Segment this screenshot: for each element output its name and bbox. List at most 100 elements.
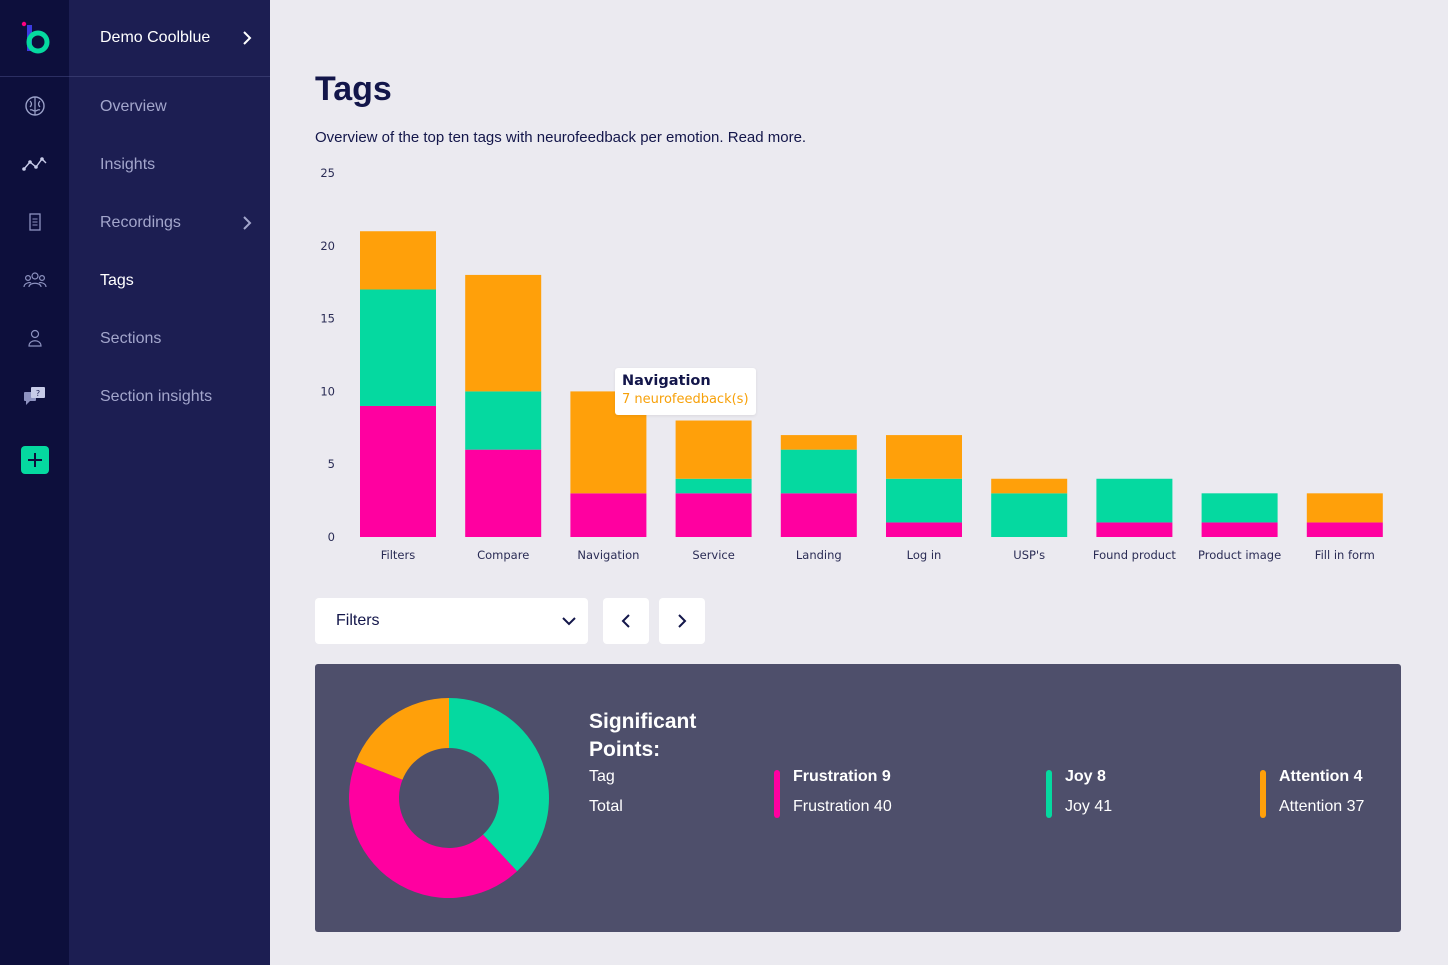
y-tick-label: 10 bbox=[320, 384, 335, 398]
user-icon bbox=[27, 329, 42, 347]
icon-rail: ? bbox=[0, 0, 69, 965]
frustration-tag-value: Frustration 9 bbox=[793, 768, 891, 785]
bar-segment[interactable] bbox=[465, 274, 542, 392]
bar-segment[interactable] bbox=[1201, 493, 1278, 523]
sidebar-item-label: Insights bbox=[100, 156, 156, 173]
sidebar-item-overview[interactable]: Overview bbox=[69, 78, 270, 136]
tooltip-title: Navigation bbox=[622, 373, 711, 389]
trend-line-icon bbox=[21, 157, 46, 171]
sidebar-item-insights[interactable]: Insights bbox=[69, 136, 270, 194]
page-subtitle[interactable]: Overview of the top ten tags with neurof… bbox=[315, 129, 807, 146]
bar-segment[interactable] bbox=[1306, 522, 1383, 537]
bar-segment[interactable] bbox=[991, 493, 1068, 537]
x-tick-label: Filters bbox=[381, 548, 415, 562]
app-logo[interactable] bbox=[0, 0, 69, 77]
bar-segment[interactable] bbox=[675, 420, 752, 479]
sidebar-item-tags[interactable]: Tags bbox=[69, 252, 270, 310]
bar-segment[interactable] bbox=[675, 493, 752, 537]
bar-segment[interactable] bbox=[1306, 493, 1383, 523]
bar-segment[interactable] bbox=[1201, 522, 1278, 537]
bar-segment[interactable] bbox=[675, 478, 752, 494]
x-tick-label: Found product bbox=[1093, 548, 1176, 562]
rail-section-insights[interactable]: ? bbox=[0, 367, 69, 425]
x-tick-label: Log in bbox=[907, 548, 942, 562]
sidebar-item-label: Overview bbox=[100, 98, 167, 115]
bar-segment[interactable] bbox=[570, 493, 647, 537]
document-icon bbox=[28, 213, 41, 231]
tag-filter-select[interactable]: Filters bbox=[315, 598, 588, 644]
emotion-donut-chart bbox=[349, 698, 549, 898]
rail-sections[interactable] bbox=[0, 309, 69, 367]
page-title: Tags bbox=[315, 70, 392, 108]
sidebar: Demo Coolblue Overview Insights Recordin… bbox=[69, 0, 270, 965]
logo-icon bbox=[21, 21, 49, 54]
donut-slice-attention bbox=[355, 698, 449, 780]
row-label-total: Total bbox=[589, 798, 623, 815]
bar-segment[interactable] bbox=[780, 449, 857, 494]
bar-segment[interactable] bbox=[465, 391, 542, 450]
y-tick-label: 15 bbox=[320, 312, 335, 326]
significant-points-title: Significant Points: bbox=[589, 710, 697, 761]
chevron-right-icon bbox=[678, 614, 687, 628]
group-icon bbox=[22, 272, 47, 288]
y-tick-label: 20 bbox=[320, 239, 335, 253]
donut-slice-frustration bbox=[349, 761, 518, 898]
bar-segment[interactable] bbox=[360, 231, 436, 290]
attention-total-value: Attention 37 bbox=[1279, 798, 1365, 815]
next-button[interactable] bbox=[659, 598, 705, 644]
tags-bar-chart: 0 5 10 15 20 25 Filters Compare Navigation Servic… bbox=[320, 166, 1383, 562]
significant-points-panel: Significant Points: Tag Total Frustratio… bbox=[315, 664, 1401, 932]
frustration-color-bar bbox=[774, 770, 780, 818]
y-tick-label: 5 bbox=[328, 457, 335, 471]
donut-slice-joy bbox=[449, 698, 549, 872]
bar-segment[interactable] bbox=[886, 435, 962, 479]
x-tick-label: Service bbox=[692, 548, 735, 562]
bar-segment[interactable] bbox=[465, 449, 542, 537]
sidebar-item-label: Sections bbox=[100, 330, 162, 347]
plus-icon bbox=[28, 453, 42, 467]
bar-segment[interactable] bbox=[886, 478, 962, 523]
workspace-name: Demo Coolblue bbox=[100, 29, 211, 46]
chat-question-icon: ? bbox=[23, 387, 45, 405]
bar-segment[interactable] bbox=[360, 289, 436, 406]
workspace-switcher[interactable]: Demo Coolblue bbox=[69, 0, 270, 77]
attention-color-bar bbox=[1260, 770, 1266, 818]
sidebar-item-recordings[interactable]: Recordings bbox=[69, 194, 270, 252]
x-tick-label: Navigation bbox=[577, 548, 639, 562]
chevron-right-icon bbox=[243, 216, 252, 230]
joy-color-bar bbox=[1046, 770, 1052, 818]
sidebar-item-sections[interactable]: Sections bbox=[69, 310, 270, 368]
chevron-right-icon bbox=[243, 31, 252, 45]
x-tick-label: Landing bbox=[796, 548, 842, 562]
tag-filter-value: Filters bbox=[336, 612, 380, 629]
sidebar-item-label: Tags bbox=[100, 272, 134, 289]
rail-overview[interactable] bbox=[0, 77, 69, 135]
bar-segment[interactable] bbox=[1096, 478, 1173, 523]
bar-segment[interactable] bbox=[886, 522, 962, 537]
bar-segment[interactable] bbox=[991, 478, 1068, 494]
rail-tags[interactable] bbox=[0, 251, 69, 309]
joy-total-value: Joy 41 bbox=[1065, 798, 1113, 815]
x-tick-label: USP's bbox=[1013, 548, 1045, 562]
joy-tag-value: Joy 8 bbox=[1065, 768, 1106, 785]
previous-button[interactable] bbox=[603, 598, 649, 644]
x-tick-label: Compare bbox=[477, 548, 529, 562]
chevron-down-icon bbox=[562, 617, 576, 626]
row-label-tag: Tag bbox=[589, 768, 615, 785]
x-tick-label: Product image bbox=[1198, 548, 1281, 562]
x-tick-label: Fill in form bbox=[1315, 548, 1375, 562]
sidebar-item-section-insights[interactable]: Section insights bbox=[69, 368, 270, 426]
chart-tooltip: Navigation 7 neurofeedback(s) bbox=[615, 368, 756, 415]
sidebar-item-label: Recordings bbox=[100, 214, 181, 231]
attention-tag-value: Attention 4 bbox=[1279, 768, 1363, 785]
add-button[interactable] bbox=[21, 446, 49, 474]
bar-segment[interactable] bbox=[780, 435, 857, 450]
rail-insights[interactable] bbox=[0, 135, 69, 193]
bar-segment[interactable] bbox=[360, 405, 436, 537]
brain-icon bbox=[24, 96, 45, 116]
frustration-total-value: Frustration 40 bbox=[793, 798, 892, 815]
tooltip-value: 7 neurofeedback(s) bbox=[622, 392, 749, 407]
rail-recordings[interactable] bbox=[0, 193, 69, 251]
bar-segment[interactable] bbox=[1096, 522, 1173, 537]
bar-segment[interactable] bbox=[780, 493, 857, 537]
